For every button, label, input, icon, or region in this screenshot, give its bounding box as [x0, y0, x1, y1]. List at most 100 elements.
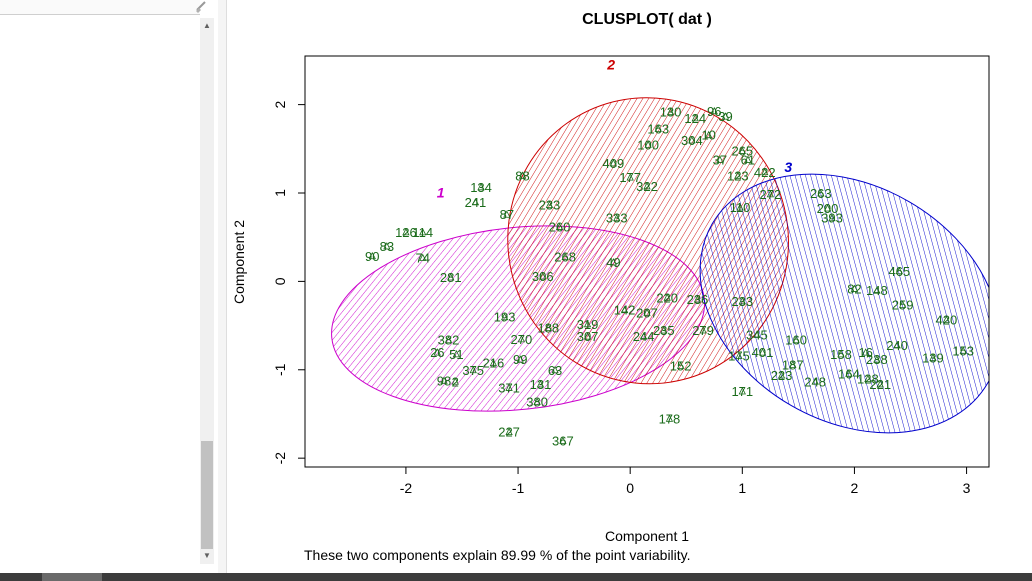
editor-vertical-scrollbar[interactable]: ▲ ▼	[200, 18, 214, 564]
point-marker	[761, 167, 769, 176]
editor-top-strip	[0, 0, 200, 15]
point-marker	[693, 295, 702, 303]
point-marker	[850, 284, 859, 292]
point-label: 465	[888, 264, 910, 279]
point-label: 371	[498, 380, 520, 395]
point-marker	[699, 326, 707, 334]
point-label: 49	[606, 255, 620, 270]
point-marker	[710, 106, 718, 115]
point-label: 279	[692, 323, 714, 338]
point-label: 260	[549, 220, 571, 235]
pane-splitter[interactable]	[218, 0, 226, 573]
point-label: 177	[619, 170, 641, 185]
chart-title: CLUSPLOT( dat )	[582, 11, 712, 28]
point-label: 39	[718, 109, 732, 124]
point-marker	[383, 242, 391, 250]
x-tick-label: 0	[626, 480, 634, 496]
point-marker	[942, 315, 951, 323]
point-marker	[583, 319, 592, 328]
point-label: 259	[892, 297, 914, 312]
point-marker	[705, 130, 713, 139]
point-marker	[639, 332, 648, 340]
status-bar	[0, 573, 1032, 581]
point-marker	[758, 348, 767, 356]
scroll-down-arrow-icon[interactable]: ▼	[203, 551, 211, 560]
status-bar-tab[interactable]	[42, 573, 102, 581]
point-marker	[477, 182, 485, 191]
x-axis: -2 -1 0 1 2 3	[400, 467, 971, 496]
point-marker	[419, 227, 427, 236]
point-marker	[613, 213, 621, 222]
point-marker	[609, 159, 618, 167]
point-marker	[735, 351, 743, 360]
point-label: 2	[452, 374, 459, 389]
point-marker	[736, 203, 744, 211]
point-label: 307	[577, 329, 599, 344]
point-label: 235	[653, 323, 675, 338]
point-marker	[500, 312, 509, 321]
y-tick-label: 2	[272, 101, 288, 109]
point-label: 200	[817, 201, 839, 216]
y-tick-label: -1	[272, 363, 288, 376]
point-marker	[517, 334, 526, 343]
point-marker	[503, 210, 511, 218]
x-axis-label: Component 1	[605, 528, 689, 544]
point-label: 139	[922, 350, 944, 365]
point-marker	[545, 200, 554, 208]
point-label: 272	[759, 187, 781, 202]
point-marker	[837, 349, 845, 358]
scroll-up-arrow-icon[interactable]: ▲	[203, 21, 211, 30]
scrollbar-thumb[interactable]	[201, 441, 213, 549]
point-label: 153	[952, 343, 974, 358]
point-marker	[789, 360, 797, 368]
x-tick-label: -2	[400, 480, 413, 496]
point-label: 207	[636, 305, 658, 320]
point-marker	[440, 376, 448, 384]
point-label: 134	[470, 180, 492, 195]
point-label: 281	[440, 270, 462, 285]
point-label: 227	[498, 425, 520, 440]
y-axis-label: Component 2	[231, 220, 247, 304]
point-marker	[663, 293, 671, 301]
point-marker	[734, 171, 742, 179]
point-label: 37	[713, 152, 727, 167]
point-label: 420	[936, 312, 958, 327]
point-label: 110	[730, 200, 751, 215]
point-marker	[721, 112, 730, 120]
point-marker	[626, 173, 634, 181]
point-marker	[583, 332, 592, 340]
x-tick-label: 3	[963, 480, 971, 496]
point-label: 158	[830, 347, 852, 362]
cluster-label-1: 1	[437, 184, 445, 200]
point-label: 401	[752, 345, 774, 360]
point-marker	[828, 213, 836, 222]
point-marker	[876, 380, 884, 388]
point-label: 409	[603, 156, 625, 171]
point-marker	[716, 155, 724, 163]
point-marker	[654, 124, 662, 132]
point-label: 130	[660, 105, 682, 120]
point-label: 82	[847, 281, 861, 296]
script-editor-pane: ▲ ▼	[0, 0, 219, 573]
point-label: 96	[707, 104, 721, 119]
point-label: 148	[866, 283, 888, 298]
point-label: 61	[741, 152, 755, 167]
point-label: 236	[687, 292, 709, 307]
point-label: 160	[785, 333, 807, 348]
point-label: 131	[530, 377, 552, 392]
point-label: 88	[515, 168, 529, 183]
brush-icon[interactable]	[193, 0, 211, 14]
point-label: 74	[416, 251, 430, 266]
x-tick-label: 1	[738, 480, 746, 496]
x-tick-label: 2	[851, 480, 859, 496]
point-marker	[744, 155, 752, 163]
point-marker	[753, 330, 761, 338]
point-marker	[516, 355, 524, 363]
point-marker	[505, 383, 513, 391]
point-marker	[660, 326, 668, 334]
point-label: 422	[754, 165, 776, 180]
plot-frame	[304, 55, 990, 468]
point-label: 265	[731, 144, 753, 159]
